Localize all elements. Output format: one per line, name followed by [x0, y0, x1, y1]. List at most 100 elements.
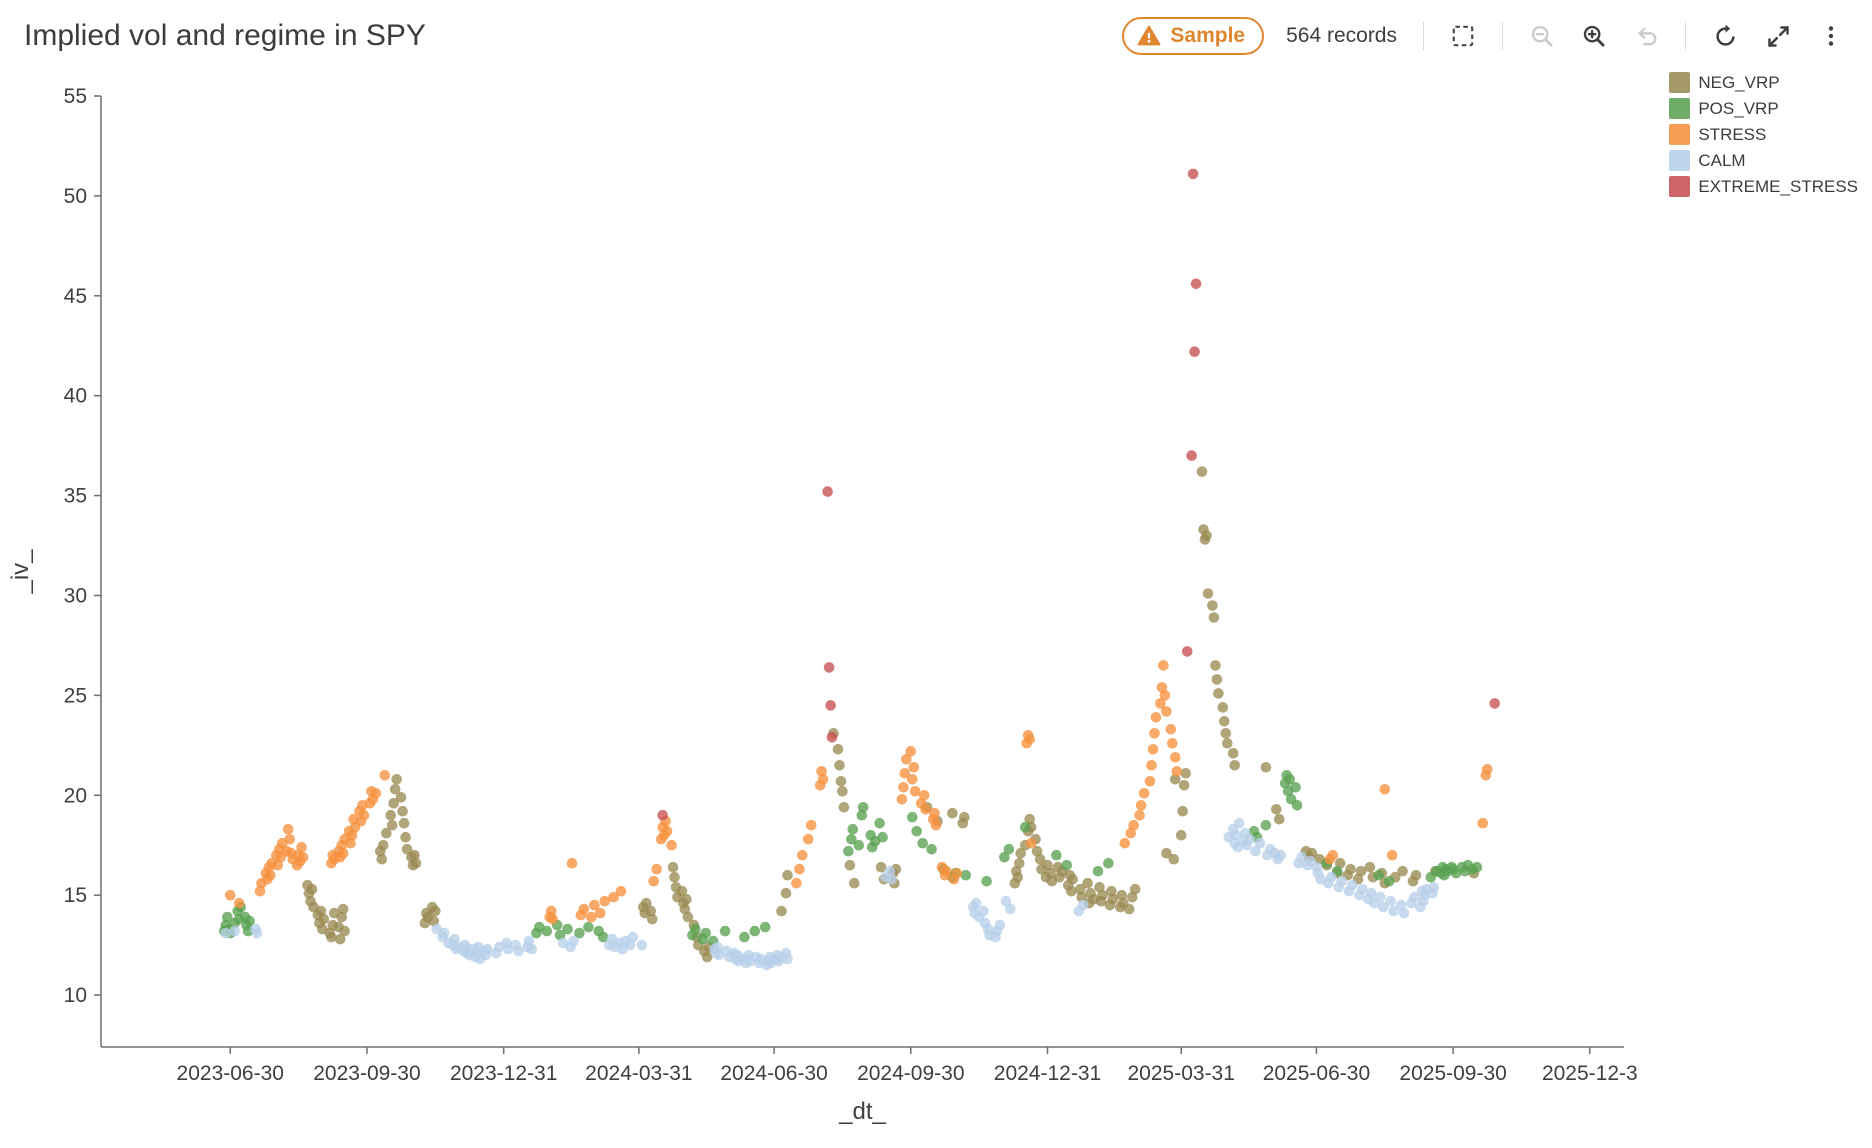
data-point[interactable]	[370, 788, 382, 799]
data-point[interactable]	[1161, 706, 1172, 717]
data-point[interactable]	[780, 887, 792, 899]
data-point[interactable]	[1208, 612, 1220, 623]
data-point[interactable]	[1178, 780, 1190, 791]
data-point[interactable]	[844, 859, 856, 871]
legend-item-extreme_stress[interactable]: EXTREME_STRESS	[1669, 176, 1858, 197]
data-point[interactable]	[918, 790, 930, 801]
data-point[interactable]	[1397, 865, 1408, 877]
data-point[interactable]	[1003, 843, 1015, 855]
data-point[interactable]	[877, 831, 888, 843]
data-point[interactable]	[1135, 800, 1147, 811]
data-point[interactable]	[334, 933, 346, 945]
data-point[interactable]	[1119, 837, 1131, 849]
data-point[interactable]	[907, 811, 918, 823]
data-point[interactable]	[306, 883, 318, 895]
data-point[interactable]	[1364, 861, 1376, 873]
data-point[interactable]	[1306, 847, 1318, 859]
data-point[interactable]	[782, 953, 793, 965]
data-point[interactable]	[676, 885, 688, 897]
data-point[interactable]	[947, 807, 958, 819]
data-point[interactable]	[624, 939, 636, 951]
data-point[interactable]	[1186, 450, 1197, 461]
data-point[interactable]	[1217, 702, 1229, 713]
data-point[interactable]	[337, 903, 349, 915]
data-point[interactable]	[1012, 871, 1024, 883]
data-point[interactable]	[386, 819, 398, 831]
data-point[interactable]	[389, 784, 401, 795]
data-point[interactable]	[1373, 869, 1385, 881]
data-point[interactable]	[1386, 849, 1398, 861]
data-point[interactable]	[410, 857, 422, 869]
data-point[interactable]	[917, 837, 928, 849]
data-point[interactable]	[594, 907, 606, 919]
data-point[interactable]	[315, 905, 327, 917]
undo-button[interactable]	[1633, 22, 1659, 50]
data-point[interactable]	[1171, 766, 1183, 777]
data-point[interactable]	[385, 809, 397, 821]
data-point[interactable]	[857, 802, 869, 813]
data-point[interactable]	[1189, 346, 1200, 358]
data-point[interactable]	[1092, 865, 1104, 877]
data-point[interactable]	[1094, 881, 1105, 893]
data-point[interactable]	[901, 754, 912, 765]
data-point[interactable]	[1275, 849, 1287, 861]
data-point[interactable]	[1291, 800, 1303, 811]
data-point[interactable]	[1379, 784, 1391, 795]
data-point[interactable]	[1067, 873, 1078, 885]
data-point[interactable]	[1375, 891, 1386, 903]
data-point[interactable]	[318, 913, 330, 925]
data-point[interactable]	[547, 913, 558, 925]
data-point[interactable]	[272, 859, 284, 871]
data-point[interactable]	[1409, 891, 1420, 903]
data-point[interactable]	[981, 875, 992, 887]
data-point[interactable]	[225, 889, 236, 901]
data-point[interactable]	[905, 746, 917, 757]
refresh-button[interactable]	[1712, 22, 1739, 50]
data-point[interactable]	[381, 827, 392, 839]
data-point[interactable]	[1045, 867, 1056, 879]
data-point[interactable]	[941, 865, 952, 877]
data-point[interactable]	[1146, 760, 1157, 771]
more-options-button[interactable]	[1818, 22, 1844, 50]
data-point[interactable]	[978, 905, 989, 917]
data-point[interactable]	[849, 877, 860, 889]
data-point[interactable]	[994, 919, 1006, 931]
data-point[interactable]	[229, 925, 240, 937]
data-point[interactable]	[1211, 674, 1223, 685]
data-point[interactable]	[1383, 875, 1395, 887]
data-point[interactable]	[776, 905, 787, 917]
data-point[interactable]	[615, 885, 627, 897]
data-point[interactable]	[401, 843, 413, 855]
data-point[interactable]	[719, 925, 731, 937]
data-point[interactable]	[701, 951, 713, 963]
data-point[interactable]	[1202, 588, 1214, 599]
data-point[interactable]	[409, 849, 420, 861]
data-point[interactable]	[1250, 845, 1261, 857]
data-point[interactable]	[1116, 889, 1128, 901]
data-point[interactable]	[647, 913, 658, 925]
data-point[interactable]	[1233, 817, 1245, 829]
data-point[interactable]	[1260, 819, 1272, 831]
data-point[interactable]	[1181, 646, 1193, 657]
scatter-plot[interactable]: 10 15 20 25 30 35 40 45 50 55 2023-06-30 2023-09-30…	[0, 62, 1872, 1148]
data-point[interactable]	[554, 929, 566, 941]
data-point[interactable]	[856, 809, 868, 821]
data-point[interactable]	[667, 861, 679, 873]
data-point[interactable]	[690, 923, 701, 935]
data-point[interactable]	[1388, 905, 1399, 917]
data-point[interactable]	[400, 831, 411, 843]
data-point[interactable]	[233, 897, 245, 909]
data-point[interactable]	[566, 857, 578, 869]
data-point[interactable]	[1019, 821, 1031, 833]
data-point[interactable]	[884, 865, 896, 877]
data-point[interactable]	[1222, 738, 1233, 749]
legend-item-neg_vrp[interactable]: NEG_VRP	[1669, 72, 1858, 93]
data-point[interactable]	[1366, 887, 1377, 899]
data-point[interactable]	[1196, 466, 1208, 477]
data-point[interactable]	[853, 839, 865, 851]
data-point[interactable]	[1158, 660, 1169, 671]
data-point[interactable]	[379, 770, 391, 781]
data-point[interactable]	[1210, 660, 1221, 671]
data-point[interactable]	[794, 863, 805, 875]
data-point[interactable]	[376, 853, 388, 865]
